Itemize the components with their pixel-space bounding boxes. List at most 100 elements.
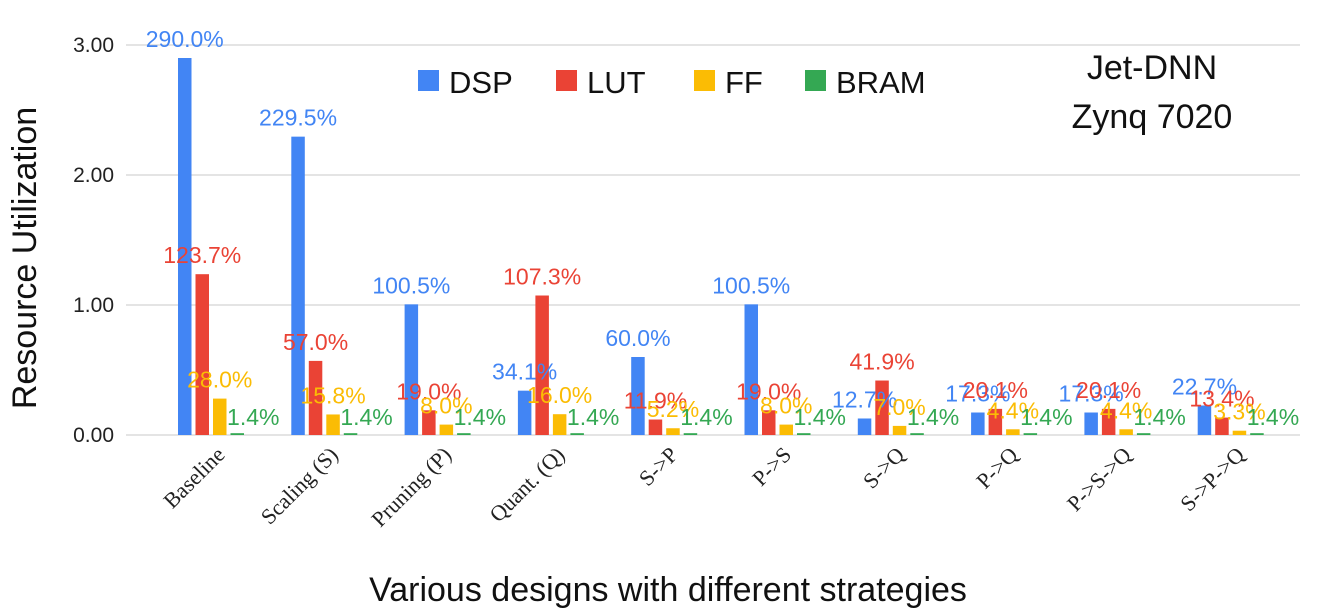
y-tick-label: 2.00 <box>73 164 114 187</box>
bar-ff <box>439 424 454 435</box>
data-label-bram: 1.4% <box>1133 404 1185 430</box>
chart-annotation-model: Jet-DNN <box>1087 49 1217 87</box>
y-axis-title: Resource Utilization <box>6 107 44 409</box>
y-tick-label: 1.00 <box>73 294 114 317</box>
bar-ff <box>892 425 907 435</box>
bar-dsp <box>404 304 419 435</box>
data-label-lut: 57.0% <box>283 329 348 355</box>
bar-bram <box>1136 433 1151 435</box>
x-tick-label: S->Q <box>858 442 910 494</box>
data-label-dsp: 100.5% <box>712 272 790 298</box>
data-label-bram: 1.4% <box>1020 404 1072 430</box>
bar-lut <box>988 408 1003 435</box>
data-label-bram: 1.4% <box>567 404 619 430</box>
bar-ff <box>779 424 793 435</box>
legend-label-bram: BRAM <box>836 65 926 100</box>
data-label-dsp: 290.0% <box>146 26 224 52</box>
data-label-ff: 4.4% <box>1100 397 1152 423</box>
bar-lut <box>195 274 209 435</box>
bar-ff <box>666 428 680 435</box>
x-tick-label: P->S <box>747 442 796 491</box>
x-tick-label: Baseline <box>158 442 229 513</box>
bar-dsp <box>291 136 305 435</box>
bar-lut <box>1215 417 1229 435</box>
bar-dsp <box>857 418 872 435</box>
bar-bram <box>1250 433 1264 435</box>
bar-ff <box>326 414 340 435</box>
data-label-dsp: 100.5% <box>372 272 450 298</box>
data-label-bram: 1.4% <box>794 404 846 430</box>
x-tick-label: P->Q <box>971 442 1023 494</box>
data-label-ff: 5.2% <box>647 396 699 422</box>
data-label-dsp: 12.7% <box>832 386 897 412</box>
chart-annotation-device: Zynq 7020 <box>1072 98 1233 136</box>
bar-dsp <box>744 304 758 435</box>
data-label-ff: 8.0% <box>760 393 812 419</box>
legend-label-dsp: DSP <box>449 65 513 100</box>
bar-bram <box>910 433 924 435</box>
data-label-dsp: 22.7% <box>1172 373 1237 399</box>
data-label-bram: 1.4% <box>340 404 392 430</box>
legend-label-ff: FF <box>725 65 763 100</box>
data-label-ff: 7.0% <box>873 394 925 420</box>
y-tick-labels: 0.00 1.00 2.00 3.00 <box>73 34 114 447</box>
bar-lut <box>535 295 549 435</box>
bar-dsp <box>1197 405 1212 435</box>
bar-bram <box>683 433 698 435</box>
data-label-bram: 1.4% <box>1247 404 1299 430</box>
data-label-bram: 1.4% <box>680 404 732 430</box>
bar-ff <box>1119 429 1133 435</box>
bar-bram <box>457 433 471 435</box>
bar-dsp <box>971 412 985 435</box>
bar-ff <box>213 398 227 435</box>
data-label-lut: 20.1% <box>1076 377 1141 403</box>
data-label-ff: 15.8% <box>300 382 365 408</box>
data-label-dsp: 229.5% <box>259 105 337 131</box>
bar-lut <box>308 360 323 435</box>
data-label-lut: 107.3% <box>503 264 581 290</box>
x-tick-label: P->S->Q <box>1062 442 1136 516</box>
legend: DSP LUT FF BRAM <box>418 65 926 100</box>
bar-dsp <box>1084 412 1098 435</box>
x-tick-label: Quant. (Q) <box>484 442 569 527</box>
data-label-ff: 28.0% <box>187 367 252 393</box>
bar-dsp <box>178 58 192 435</box>
data-label-lut: 19.0% <box>396 378 461 404</box>
data-label-ff: 4.4% <box>987 397 1039 423</box>
x-tick-label: S->P <box>634 442 683 491</box>
legend-swatch-dsp <box>418 70 439 91</box>
legend-swatch-bram <box>805 70 826 91</box>
x-tick-label: Pruning (P) <box>366 442 456 532</box>
y-tick-label: 0.00 <box>73 424 114 447</box>
data-labels: 290.0%123.7%28.0%1.4%229.5%57.0%15.8%1.4… <box>146 26 1299 430</box>
bar-lut <box>422 410 436 435</box>
bars <box>178 58 1264 435</box>
data-label-dsp: 17.3% <box>1059 381 1124 407</box>
x-tick-labels: Baseline Scaling (S) Pruning (P) Quant. (Q)… <box>158 442 1249 532</box>
data-label-lut: 41.9% <box>849 349 914 375</box>
data-label-bram: 1.4% <box>454 404 506 430</box>
bar-ff <box>1232 430 1247 435</box>
bar-bram <box>230 433 244 435</box>
data-label-bram: 1.4% <box>227 404 279 430</box>
bar-lut <box>762 410 776 435</box>
data-label-ff: 16.0% <box>527 382 592 408</box>
bar-lut <box>875 380 889 435</box>
legend-label-lut: LUT <box>587 65 646 100</box>
bar-bram <box>570 433 584 435</box>
data-label-dsp: 60.0% <box>605 325 670 351</box>
bar-dsp <box>517 390 532 435</box>
data-label-lut: 13.4% <box>1189 386 1254 412</box>
data-label-dsp: 34.1% <box>492 359 557 385</box>
bar-lut <box>1101 408 1116 435</box>
y-tick-label: 3.00 <box>73 34 114 57</box>
bar-bram <box>797 433 811 435</box>
data-label-lut: 20.1% <box>963 377 1028 403</box>
data-label-lut: 19.0% <box>736 378 801 404</box>
bar-ff <box>1006 429 1020 435</box>
data-label-dsp: 17.3% <box>945 381 1010 407</box>
x-axis-title: Various designs with different strategie… <box>369 571 967 609</box>
data-label-ff: 8.0% <box>420 393 472 419</box>
bar-dsp <box>631 357 645 435</box>
